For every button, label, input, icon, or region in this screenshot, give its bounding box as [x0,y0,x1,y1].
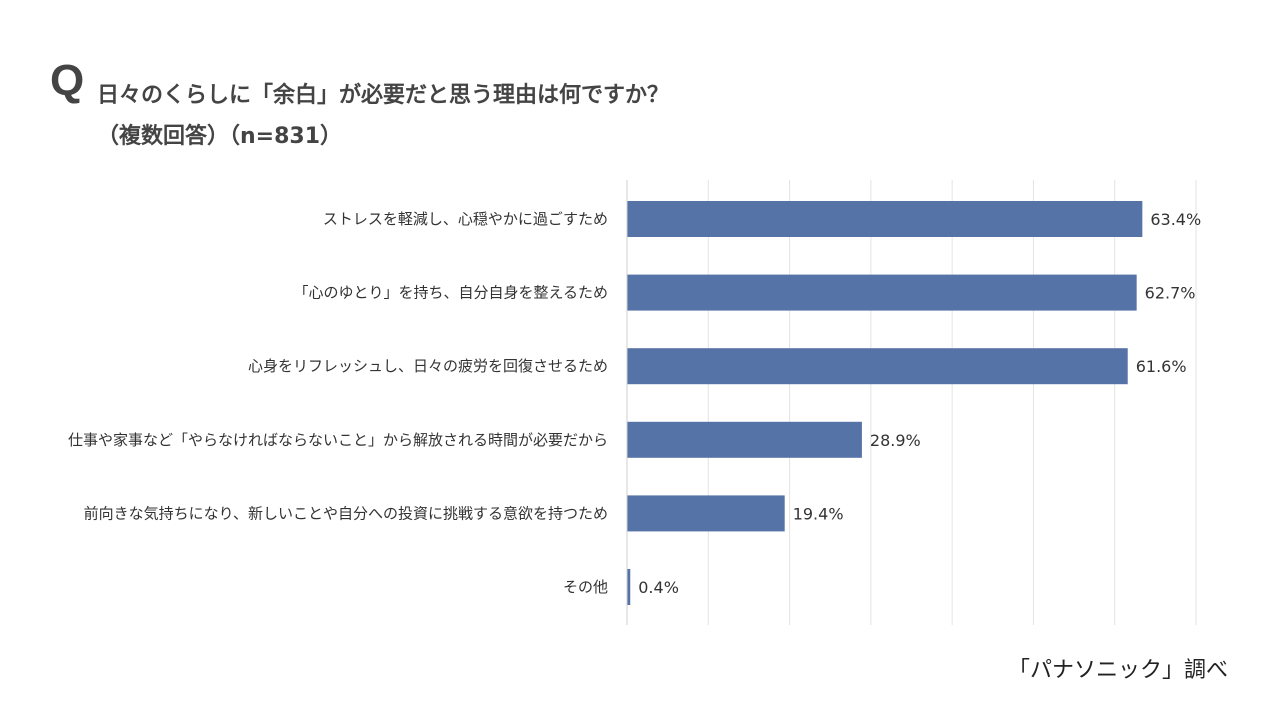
value-label: 63.4% [1150,210,1201,229]
bar [627,274,1137,311]
value-label: 61.6% [1136,357,1187,376]
source-note: 「パナソニック」調べ [1007,658,1228,683]
value-label: 28.9% [870,431,921,450]
category-label: 仕事や家事など「やらなければならないこと」から解放される時間が必要だから [68,431,608,449]
value-label: 19.4% [793,504,844,523]
category-label: その他 [563,578,608,596]
category-label: ストレスを軽減し、心穏やかに過ごすため [323,210,608,228]
q-mark: Q [50,56,85,105]
bar [627,421,862,458]
bar [627,569,631,605]
bar [627,495,785,532]
value-label: 62.7% [1145,284,1196,303]
chart-subtitle: （複数回答）（n=831） [97,124,343,149]
value-label: 0.4% [638,578,679,597]
bar [627,201,1143,237]
category-label: 「心のゆとり」を持ち、自分自身を整えるため [293,284,608,302]
chart-title: 日々のくらしに「余白」が必要だと思う理由は何ですか？ [97,83,670,108]
bar [627,348,1128,385]
category-label: 前向きな気持ちになり、新しいことや自分への投資に挑戦する意欲を持つため [84,504,608,522]
category-label: 心身をリフレッシュし、日々の疲労を回復させるため [248,357,608,375]
